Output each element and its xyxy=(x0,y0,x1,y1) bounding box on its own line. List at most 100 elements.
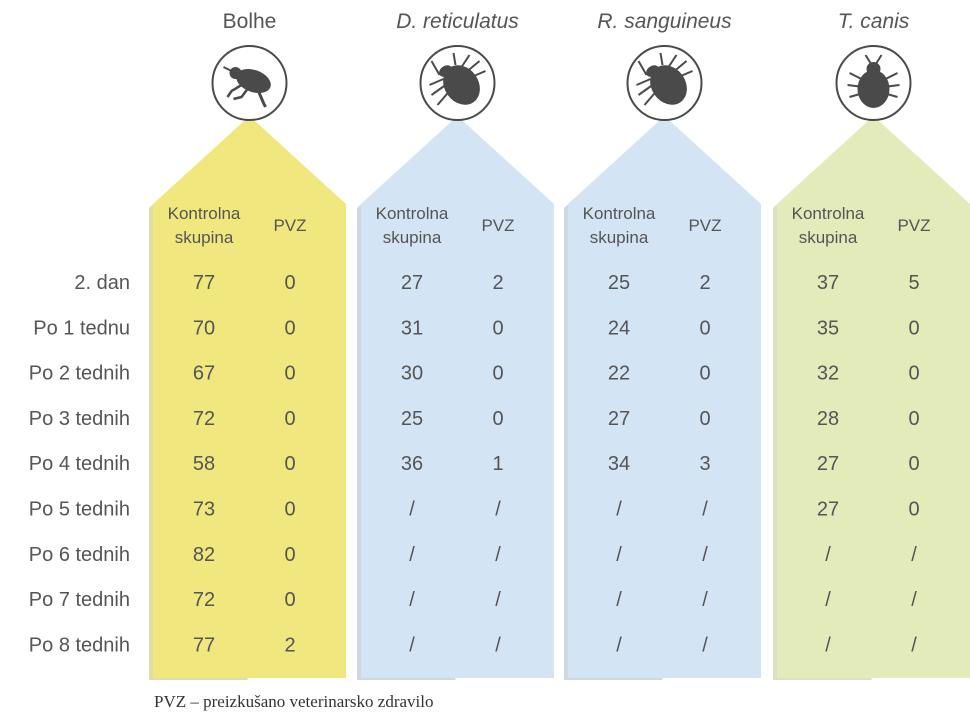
table-cell: 27 xyxy=(401,272,423,294)
table-cell: 0 xyxy=(284,453,295,475)
subcolumn-header: Kontrolna skupina xyxy=(583,204,656,247)
subcolumn-header: PVZ xyxy=(897,216,930,235)
table-cell: / xyxy=(616,589,622,611)
table-cell: 2 xyxy=(699,272,710,294)
column-background xyxy=(153,116,346,678)
table-cell: 0 xyxy=(908,317,919,339)
table-cell: / xyxy=(409,544,415,566)
table-cell: 0 xyxy=(908,363,919,385)
column-group-0: Bolhe Kontrolna skupina PVZ 77 0 70 0 67 0 72 0 58 0 7… xyxy=(149,10,346,680)
table-cell: 0 xyxy=(492,408,503,430)
table-cell: 27 xyxy=(817,453,839,475)
table-cell: 77 xyxy=(193,272,215,294)
table-cell: 0 xyxy=(284,589,295,611)
table-cell: / xyxy=(616,634,622,656)
column-group-3: T. canis Kontrolna skupina PVZ 37 5 35 0 32 0 28 0 2… xyxy=(773,10,970,680)
table-cell: 82 xyxy=(193,544,215,566)
table-cell: / xyxy=(702,499,708,521)
table-cell: 0 xyxy=(908,408,919,430)
tick-icon xyxy=(419,45,496,121)
table-cell: 0 xyxy=(284,499,295,521)
column-background xyxy=(568,116,761,678)
table-cell: 2 xyxy=(284,634,295,656)
table-cell: / xyxy=(495,634,501,656)
column-background xyxy=(777,116,970,678)
table-cell: 5 xyxy=(908,272,919,294)
table-cell: 67 xyxy=(193,363,215,385)
table-cell: 0 xyxy=(908,453,919,475)
subcolumn-header: PVZ xyxy=(481,216,514,235)
column-group-2: R. sanguineus Kontrolna skupina PVZ 25 2 24 0 22… xyxy=(564,10,761,680)
table-cell: 25 xyxy=(608,272,630,294)
table-cell: / xyxy=(409,589,415,611)
table-cell: 73 xyxy=(193,499,215,521)
group-title: R. sanguineus xyxy=(597,10,732,33)
subcolumn-header: PVZ xyxy=(273,216,306,235)
footnote: PVZ – preizkušano veterinarsko zdravilo xyxy=(154,692,434,711)
row-label: Po 3 tednih xyxy=(29,408,130,430)
table-cell: 2 xyxy=(492,272,503,294)
table-cell: 1 xyxy=(492,453,503,475)
row-label: 2. dan xyxy=(74,272,130,294)
table-cell: / xyxy=(495,499,501,521)
table-cell: / xyxy=(825,589,831,611)
subcolumn-header: Kontrolna skupina xyxy=(792,204,865,247)
table-cell: 37 xyxy=(817,272,839,294)
group-title: T. canis xyxy=(838,10,910,33)
table-cell: 0 xyxy=(699,408,710,430)
table-cell: / xyxy=(616,499,622,521)
table-cell: 0 xyxy=(284,363,295,385)
table-cell: 77 xyxy=(193,634,215,656)
table-cell: / xyxy=(616,544,622,566)
table-cell: 28 xyxy=(817,408,839,430)
column-group-1: D. reticulatus Kontrolna skupina PVZ 27 2 31 0 3… xyxy=(357,10,554,680)
table-cell: 27 xyxy=(817,499,839,521)
subcolumn-header: PVZ xyxy=(688,216,721,235)
table-cell: 72 xyxy=(193,589,215,611)
subcolumn-header: Kontrolna skupina xyxy=(168,204,241,247)
row-label: Po 8 tednih xyxy=(29,634,130,656)
subcolumn-header: Kontrolna skupina xyxy=(376,204,449,247)
row-label: Po 4 tednih xyxy=(29,453,130,475)
group-title: D. reticulatus xyxy=(396,10,519,33)
row-label: Po 1 tednu xyxy=(33,317,130,339)
flea-icon xyxy=(211,45,288,121)
row-label: Po 6 tednih xyxy=(29,544,130,566)
row-label: Po 2 tednih xyxy=(29,363,130,385)
table-cell: / xyxy=(495,544,501,566)
table-cell: 3 xyxy=(699,453,710,475)
table-cell: / xyxy=(702,589,708,611)
table-cell: 31 xyxy=(401,317,423,339)
table-cell: 30 xyxy=(401,363,423,385)
row-label: Po 7 tednih xyxy=(29,589,130,611)
table-cell: 27 xyxy=(608,408,630,430)
table-cell: 0 xyxy=(284,272,295,294)
table-cell: 0 xyxy=(284,408,295,430)
column-background xyxy=(361,116,554,678)
tick-icon xyxy=(626,45,703,121)
table-cell: / xyxy=(825,634,831,656)
table-cell: / xyxy=(409,499,415,521)
table-cell: / xyxy=(911,634,917,656)
table-cell: 35 xyxy=(817,317,839,339)
table-cell: 0 xyxy=(284,544,295,566)
table-cell: 58 xyxy=(193,453,215,475)
table-cell: 36 xyxy=(401,453,423,475)
table-cell: 0 xyxy=(284,317,295,339)
table-cell: 24 xyxy=(608,317,630,339)
table-cell: 72 xyxy=(193,408,215,430)
table-cell: / xyxy=(495,589,501,611)
louse-icon xyxy=(835,45,912,121)
group-title: Bolhe xyxy=(223,10,277,33)
table-cell: 70 xyxy=(193,317,215,339)
table-cell: / xyxy=(825,544,831,566)
table-cell: / xyxy=(409,634,415,656)
table-cell: / xyxy=(911,544,917,566)
table-cell: 0 xyxy=(908,499,919,521)
row-label: Po 5 tednih xyxy=(29,499,130,521)
table-cell: 32 xyxy=(817,363,839,385)
table-cell: 0 xyxy=(699,317,710,339)
table-cell: 34 xyxy=(608,453,630,475)
table-cell: / xyxy=(911,589,917,611)
